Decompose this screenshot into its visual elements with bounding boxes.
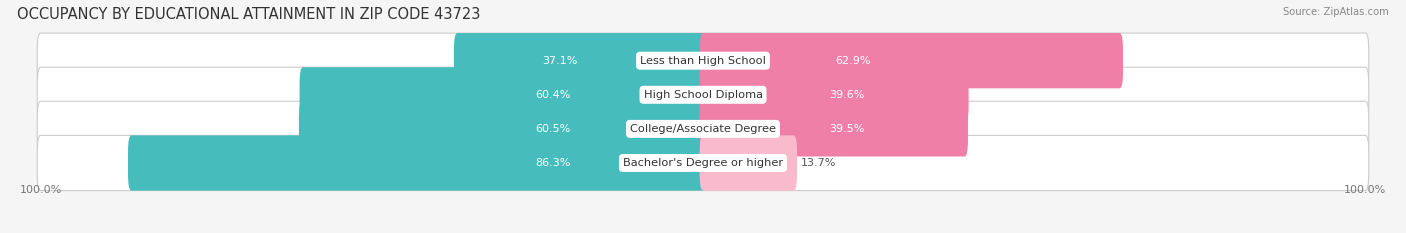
FancyBboxPatch shape	[700, 33, 1123, 88]
Text: Less than High School: Less than High School	[640, 56, 766, 66]
FancyBboxPatch shape	[37, 135, 1369, 191]
FancyBboxPatch shape	[37, 101, 1369, 157]
FancyBboxPatch shape	[128, 135, 706, 191]
FancyBboxPatch shape	[700, 135, 797, 191]
Text: 39.6%: 39.6%	[830, 90, 865, 100]
Text: 37.1%: 37.1%	[541, 56, 576, 66]
Text: 13.7%: 13.7%	[800, 158, 835, 168]
Text: Source: ZipAtlas.com: Source: ZipAtlas.com	[1284, 7, 1389, 17]
FancyBboxPatch shape	[700, 101, 967, 157]
FancyBboxPatch shape	[700, 67, 969, 122]
Text: 62.9%: 62.9%	[835, 56, 870, 66]
Text: High School Diploma: High School Diploma	[644, 90, 762, 100]
Text: Bachelor's Degree or higher: Bachelor's Degree or higher	[623, 158, 783, 168]
Text: 60.4%: 60.4%	[536, 90, 571, 100]
FancyBboxPatch shape	[454, 33, 706, 88]
FancyBboxPatch shape	[299, 101, 706, 157]
FancyBboxPatch shape	[37, 33, 1369, 88]
Text: 39.5%: 39.5%	[830, 124, 865, 134]
FancyBboxPatch shape	[299, 67, 706, 122]
FancyBboxPatch shape	[37, 67, 1369, 122]
Text: 86.3%: 86.3%	[536, 158, 571, 168]
Text: College/Associate Degree: College/Associate Degree	[630, 124, 776, 134]
Text: OCCUPANCY BY EDUCATIONAL ATTAINMENT IN ZIP CODE 43723: OCCUPANCY BY EDUCATIONAL ATTAINMENT IN Z…	[17, 7, 481, 22]
Text: 60.5%: 60.5%	[536, 124, 571, 134]
